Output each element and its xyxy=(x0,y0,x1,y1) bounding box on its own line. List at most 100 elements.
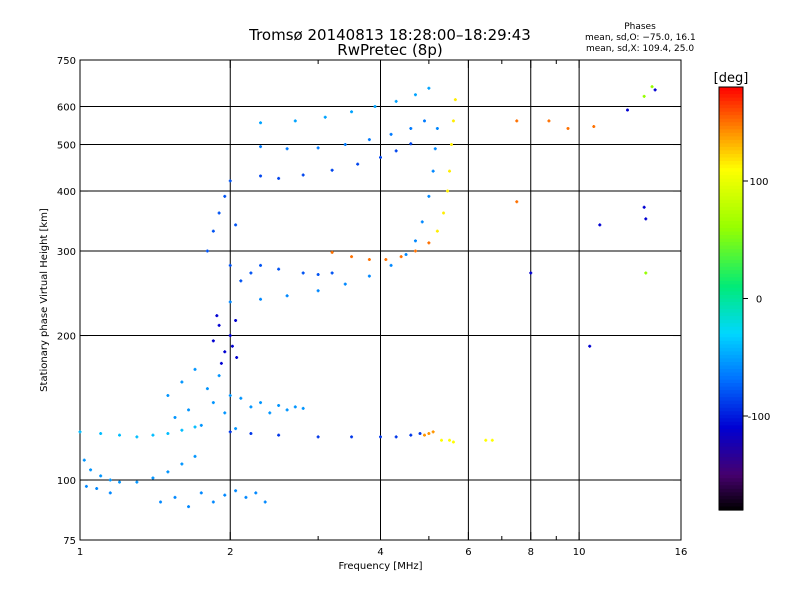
colorbar-segment xyxy=(719,485,743,490)
data-point xyxy=(199,491,203,495)
data-point xyxy=(254,491,258,495)
data-point xyxy=(259,297,263,301)
data-point xyxy=(228,300,232,304)
phases-title: Phases xyxy=(624,22,656,32)
data-point xyxy=(442,211,446,215)
colorbar-segment xyxy=(719,471,743,476)
colorbar-segment xyxy=(719,390,743,395)
colorbar-segment xyxy=(719,379,743,384)
colorbar-segment xyxy=(719,228,743,233)
colorbar-segment xyxy=(719,502,743,508)
colorbar-segment xyxy=(719,235,743,240)
data-point xyxy=(418,432,422,436)
data-point xyxy=(135,435,139,439)
data-point xyxy=(285,147,289,151)
data-point xyxy=(427,194,431,198)
data-point xyxy=(277,267,281,271)
colorbar-segment xyxy=(719,294,743,300)
colorbar-segment xyxy=(719,242,743,247)
data-point xyxy=(228,394,232,398)
colorbar-segment xyxy=(719,104,743,109)
colorbar-segment xyxy=(719,224,743,229)
data-point xyxy=(409,126,413,130)
data-point xyxy=(249,432,253,436)
data-point xyxy=(239,279,243,283)
x-tick-label: 1 xyxy=(77,547,83,558)
data-point xyxy=(490,438,494,442)
data-point xyxy=(187,408,191,412)
data-point xyxy=(323,115,327,119)
colorbar-segment xyxy=(719,273,743,278)
data-point xyxy=(431,169,435,173)
data-point xyxy=(343,143,347,147)
colorbar-segment xyxy=(719,164,743,169)
colorbar-segment xyxy=(719,369,743,374)
data-point xyxy=(642,94,646,98)
data-point xyxy=(379,435,382,439)
colorbar-segment xyxy=(719,460,743,465)
y-tick-label: 750 xyxy=(57,56,76,67)
data-point xyxy=(166,432,170,436)
data-point xyxy=(259,263,263,267)
colorbar-segment xyxy=(719,506,743,511)
x-tick-label: 8 xyxy=(528,547,534,558)
data-point xyxy=(343,282,347,286)
colorbar-segment xyxy=(719,245,743,250)
colorbar-label: [deg] xyxy=(714,71,749,86)
colorbar-tick-label: -100 xyxy=(748,412,771,423)
data-point xyxy=(259,401,263,405)
data-point xyxy=(399,255,403,259)
colorbar-segment xyxy=(719,358,743,363)
data-point xyxy=(367,274,371,278)
data-point xyxy=(451,119,455,123)
data-point xyxy=(529,271,533,275)
colorbar-segment xyxy=(719,319,743,324)
colorbar-segment xyxy=(719,312,743,317)
data-point xyxy=(394,99,398,103)
y-tick-label: 100 xyxy=(57,476,76,487)
colorbar-segment xyxy=(719,157,743,162)
data-point xyxy=(234,318,238,322)
colorbar-segment xyxy=(719,213,743,219)
data-point xyxy=(316,146,320,150)
colorbar-segment xyxy=(719,263,743,268)
colorbar-segment xyxy=(719,161,743,166)
colorbar-segment xyxy=(719,365,743,370)
colorbar-segment xyxy=(719,277,743,282)
data-point xyxy=(219,361,223,365)
data-point xyxy=(642,205,646,209)
data-point xyxy=(228,179,232,183)
data-point xyxy=(99,432,103,436)
data-point xyxy=(173,495,177,499)
data-point xyxy=(448,169,452,173)
data-point xyxy=(230,344,234,348)
data-point xyxy=(316,273,320,277)
colorbar-segment xyxy=(719,171,743,176)
data-point xyxy=(301,173,305,177)
data-point xyxy=(293,119,297,123)
y-tick-label: 75 xyxy=(63,536,76,547)
colorbar-segment xyxy=(719,118,743,123)
colorbar-segment xyxy=(719,435,743,441)
y-tick-label: 400 xyxy=(57,187,76,198)
data-point xyxy=(384,258,388,262)
colorbar-segment xyxy=(719,146,743,152)
data-point xyxy=(367,138,371,142)
colorbar-segment xyxy=(719,122,743,127)
data-point xyxy=(108,491,112,495)
colorbar-segment xyxy=(719,238,743,243)
data-point xyxy=(78,430,82,434)
data-point xyxy=(180,462,184,466)
data-point xyxy=(173,415,177,419)
data-point xyxy=(180,428,184,432)
colorbar-segment xyxy=(719,443,743,448)
colorbar-segment xyxy=(719,210,743,215)
data-point xyxy=(435,126,439,130)
data-point xyxy=(446,189,450,193)
colorbar-segment xyxy=(719,488,743,493)
data-point xyxy=(205,387,209,391)
colorbar-segment xyxy=(719,125,743,130)
colorbar-segment xyxy=(719,340,743,345)
colorbar-segment xyxy=(719,432,743,437)
